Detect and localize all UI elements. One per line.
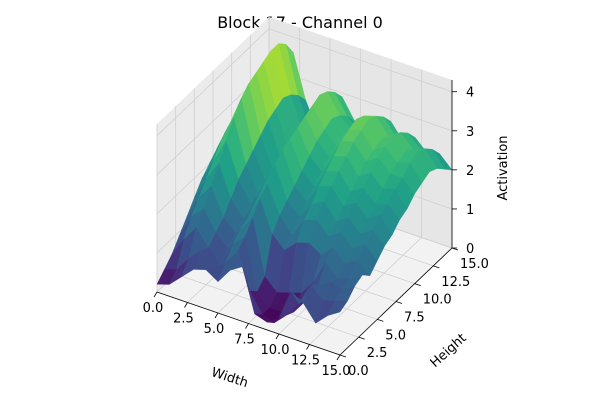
x-tick-mark	[245, 323, 249, 329]
x-tick-mark	[153, 291, 158, 298]
y-tick-mark	[377, 318, 384, 322]
x-tick-mark	[336, 354, 341, 361]
surface-mesh	[156, 42, 453, 324]
x-tick-label: 7.5	[234, 333, 255, 348]
y-tick-mark	[358, 336, 365, 340]
y-tick-mark	[433, 265, 440, 269]
y-tick-label: 5.0	[385, 328, 406, 343]
x-tick-label: 15.0	[322, 364, 351, 379]
y-tick-mark	[414, 283, 421, 287]
z-tick-label: 2	[466, 164, 474, 179]
x-tick-mark	[184, 302, 188, 308]
y-tick-label: 2.5	[367, 346, 388, 361]
y-tick-label: 10.0	[423, 293, 452, 308]
x-tick-label: 0.0	[143, 301, 164, 316]
x-axis-label: Width	[209, 365, 250, 391]
x-tick-label: 2.5	[173, 312, 194, 327]
x-tick-label: 10.0	[261, 343, 290, 358]
grid-line-z-left	[156, 28, 270, 137]
y-tick-mark	[339, 354, 347, 358]
grid-line-z-back	[268, 28, 453, 93]
y-tick-label: 15.0	[460, 257, 489, 272]
z-tick-label: 1	[466, 203, 474, 218]
y-tick-label: 12.5	[441, 275, 470, 290]
y-tick-label: 7.5	[404, 311, 425, 326]
y-tick-label: 0.0	[348, 364, 369, 379]
tick-labels: 0.02.55.07.510.012.515.00.02.55.07.510.0…	[143, 86, 489, 379]
y-tick-mark	[395, 301, 403, 304]
x-tick-mark	[214, 312, 219, 319]
z-tick-label: 3	[466, 125, 474, 140]
x-tick-mark	[306, 344, 310, 350]
z-tick-label: 0	[466, 242, 474, 257]
z-tick-label: 4	[466, 86, 474, 101]
x-tick-label: 12.5	[291, 354, 320, 369]
y-axis-label: Height	[428, 331, 470, 371]
surface-face	[327, 300, 348, 316]
x-tick-label: 5.0	[204, 322, 225, 337]
z-axis-label: Activation	[496, 135, 511, 200]
x-tick-mark	[275, 333, 280, 340]
